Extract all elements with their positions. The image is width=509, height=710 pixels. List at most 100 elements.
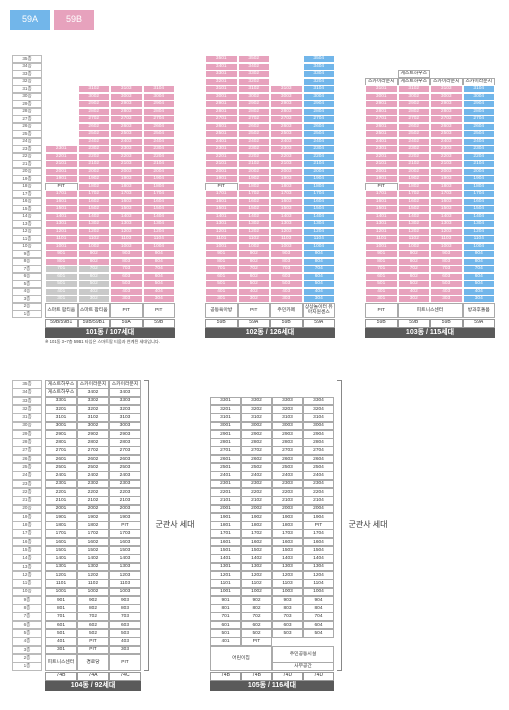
- building-title: 104동 / 92세대: [45, 680, 141, 691]
- unit-type: 59B: [205, 318, 238, 328]
- unit-cell: 1601: [45, 537, 77, 547]
- facility-cell: 스마트 팜티움: [77, 302, 110, 318]
- floor-label: 6층: [12, 620, 42, 630]
- unit-cell: 1604: [303, 537, 334, 547]
- unit-cell: 603: [109, 620, 141, 630]
- floor-label: 1층: [12, 310, 42, 318]
- floor-label: 11층: [12, 579, 42, 588]
- unit-cell: 3104: [303, 413, 334, 422]
- facility-cell: 스마트 팜티움: [45, 302, 78, 318]
- facility-cell: PIT: [110, 302, 143, 318]
- unit-cell: 1602: [241, 537, 272, 547]
- unit-cell: 2102: [241, 496, 272, 505]
- unit-cell: 2103: [272, 496, 303, 505]
- unit-cell: 2602: [77, 454, 109, 464]
- unit-type: 74B: [210, 671, 241, 681]
- facility-cell: 사무공간: [272, 662, 334, 671]
- unit-cell: 503: [272, 629, 303, 638]
- unit-cell: 2104: [303, 496, 334, 505]
- floor-label: 16층: [12, 537, 42, 547]
- unit-type: 74D: [303, 671, 334, 681]
- unit-cell: 1603: [109, 537, 141, 547]
- unit-cell: 2102: [77, 496, 109, 505]
- unit-cell: 604: [303, 620, 334, 630]
- unit-cell: 504: [303, 629, 334, 638]
- floor-label: 1층: [12, 662, 42, 671]
- unit-cell: 602: [241, 620, 272, 630]
- unit-cell: 3103: [109, 413, 141, 422]
- bracket: [144, 380, 149, 671]
- floor-label: 21층: [12, 496, 42, 505]
- unit-type: 59B/59B1: [45, 318, 78, 328]
- unit-type: 74D: [272, 671, 303, 681]
- unit-cell: 3101: [45, 413, 77, 422]
- building-title: 103동 / 115세대: [365, 327, 495, 338]
- group-label: 군관사 세대: [155, 520, 195, 530]
- facility-cell: 피트니스센터: [45, 653, 77, 671]
- facility-cell: 경로당: [77, 653, 109, 671]
- unit-cell: 1602: [77, 537, 109, 547]
- building-title: 101동 / 107세대: [45, 327, 175, 338]
- building-title: 102동 / 126세대: [205, 327, 335, 338]
- unit-cell: 2604: [303, 454, 334, 464]
- facility-cell: 주민공동시설: [272, 645, 334, 663]
- facility-cell: 상상놀이터 유아지원센스: [302, 302, 335, 318]
- unit-cell: 1103: [272, 579, 303, 588]
- facility-cell: 피트니스센터: [397, 302, 463, 318]
- floor-label: 26층: [12, 454, 42, 464]
- unit-cell: 3102: [241, 413, 272, 422]
- unit-cell: 602: [77, 620, 109, 630]
- unit-cell: 2601: [45, 454, 77, 464]
- facility-cell: 어린이집: [210, 645, 272, 671]
- unit-type: 59A: [237, 318, 270, 328]
- facility-cell: PIT: [237, 302, 270, 318]
- unit-cell: 2101: [45, 496, 77, 505]
- unit-cell: 3101: [210, 413, 241, 422]
- unit-cell: 1101: [210, 579, 241, 588]
- unit-cell: 2601: [210, 454, 241, 464]
- unit-type: 59B: [430, 318, 463, 328]
- unit-type: 59B: [397, 318, 430, 328]
- unit-cell: 2602: [241, 454, 272, 464]
- unit-type: 74B: [241, 671, 272, 681]
- unit-type: 74B: [45, 671, 77, 681]
- unit-cell: 1603: [272, 537, 303, 547]
- legend-tab: 59A: [10, 10, 50, 30]
- bracket: [337, 380, 342, 671]
- unit-type: 59B: [270, 318, 303, 328]
- group-label: 군관사 세대: [348, 520, 388, 530]
- unit-type: 59B: [365, 318, 398, 328]
- unit-cell: 2103: [109, 496, 141, 505]
- unit-cell: 3102: [77, 413, 109, 422]
- facility-cell: PIT: [142, 302, 175, 318]
- unit-type: 59A: [462, 318, 495, 328]
- facility-cell: PIT: [365, 302, 398, 318]
- floor-label: 31층: [12, 413, 42, 422]
- unit-type: 74C: [109, 671, 141, 681]
- unit-cell: 601: [210, 620, 241, 630]
- unit-cell: 1102: [77, 579, 109, 588]
- unit-cell: 3103: [272, 413, 303, 422]
- legend-tab: 59B: [54, 10, 94, 30]
- facility-cell: PIT: [109, 653, 141, 671]
- unit-cell: 1601: [210, 537, 241, 547]
- facility-cell: 공동육아방: [205, 302, 238, 318]
- unit-cell: 2101: [210, 496, 241, 505]
- unit-cell: 2603: [109, 454, 141, 464]
- unit-cell: 2603: [272, 454, 303, 464]
- unit-cell: 601: [45, 620, 77, 630]
- unit-type: 59B/59B1: [77, 318, 110, 328]
- unit-cell: 1102: [241, 579, 272, 588]
- facility-cell: 주민카페: [270, 302, 303, 318]
- unit-cell: 1103: [109, 579, 141, 588]
- unit-type: 59A: [302, 318, 335, 328]
- unit-cell: 1101: [45, 579, 77, 588]
- unit-cell: 603: [272, 620, 303, 630]
- unit-cell: 1104: [303, 579, 334, 588]
- building-title: 105동 / 116세대: [210, 680, 334, 691]
- unit-type: 59B: [142, 318, 175, 328]
- unit-type: 74A: [77, 671, 109, 681]
- unit-type: 59A: [110, 318, 143, 328]
- facility-cell: 방과후돌봄: [462, 302, 495, 318]
